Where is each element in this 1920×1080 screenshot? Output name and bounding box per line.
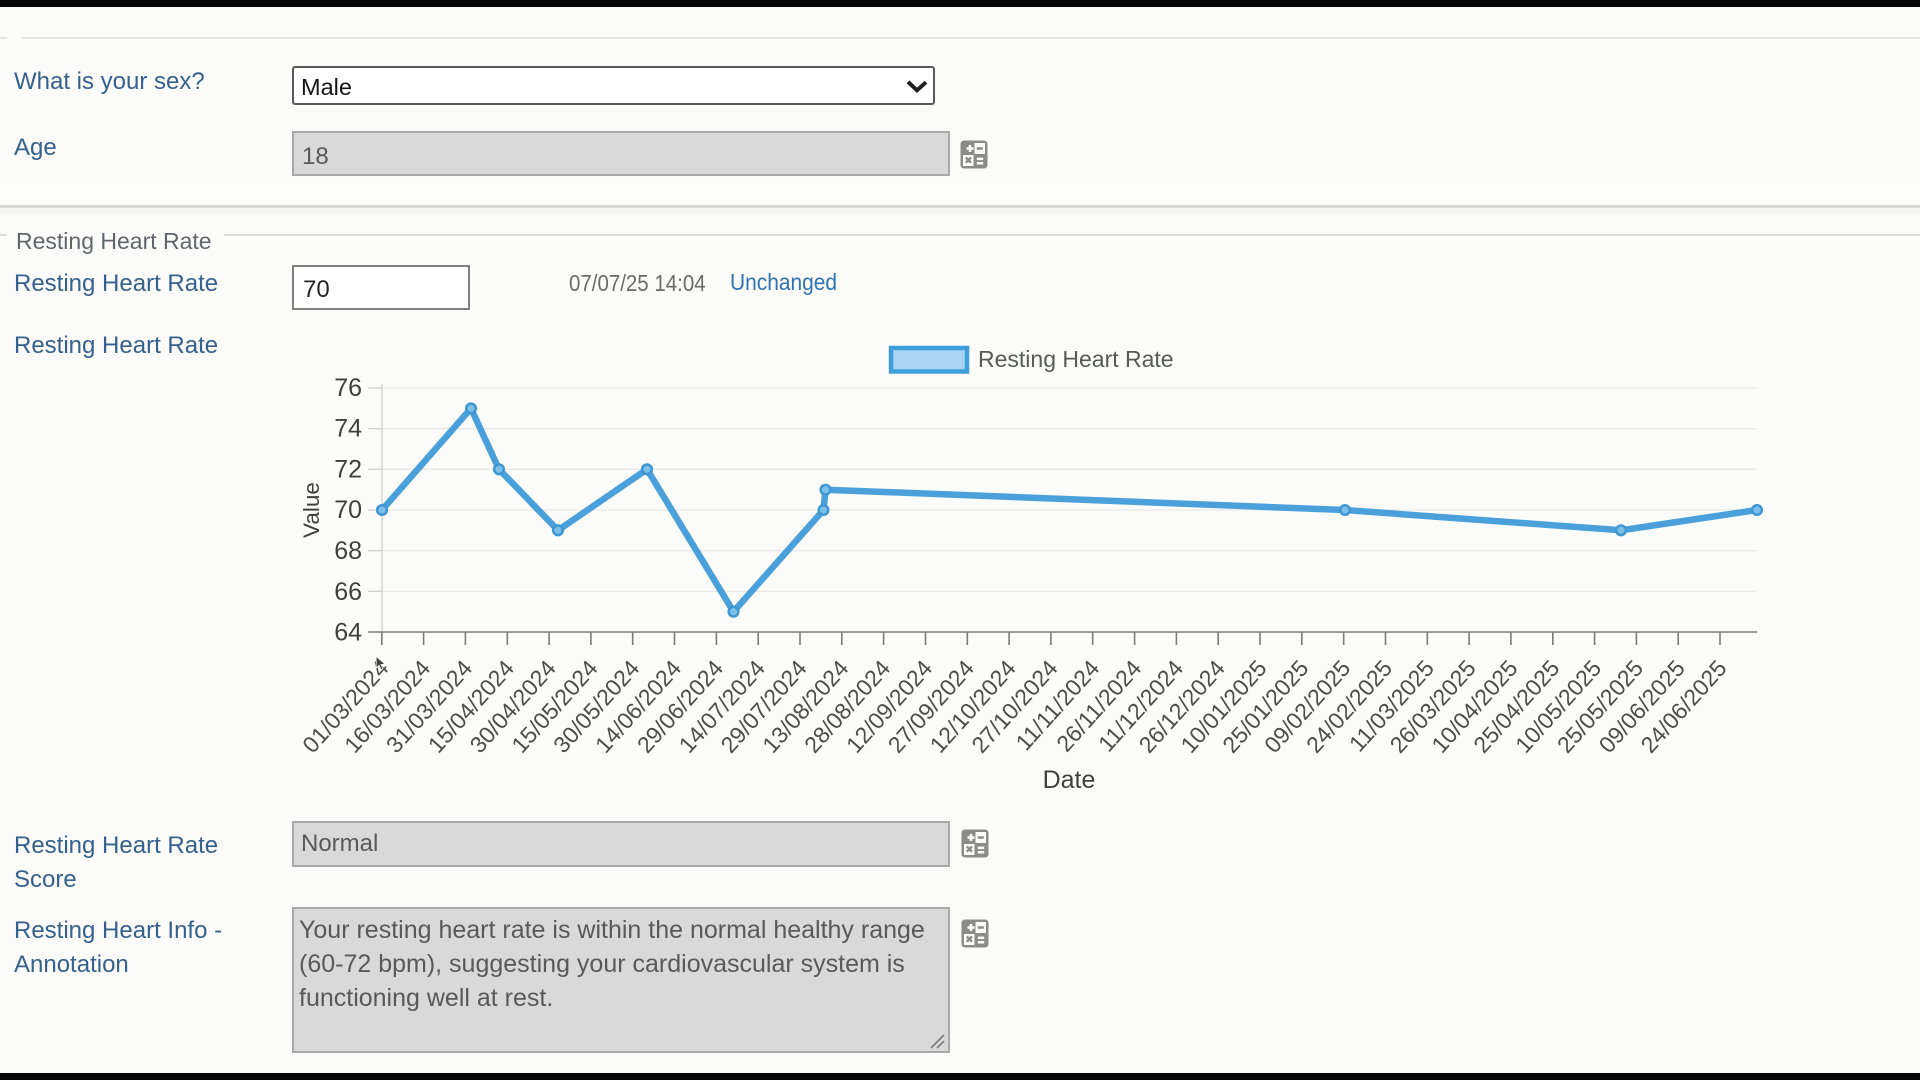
svg-text:74: 74 — [334, 415, 362, 443]
svg-text:70: 70 — [334, 496, 362, 524]
svg-text:76: 76 — [334, 374, 362, 402]
svg-text:66: 66 — [334, 578, 362, 606]
svg-text:64: 64 — [334, 619, 362, 647]
svg-text:Value: Value — [299, 482, 324, 538]
svg-text:Date: Date — [1043, 766, 1096, 794]
svg-text:Resting Heart Rate: Resting Heart Rate — [978, 346, 1174, 372]
svg-text:72: 72 — [334, 455, 362, 483]
svg-text:68: 68 — [334, 537, 362, 565]
